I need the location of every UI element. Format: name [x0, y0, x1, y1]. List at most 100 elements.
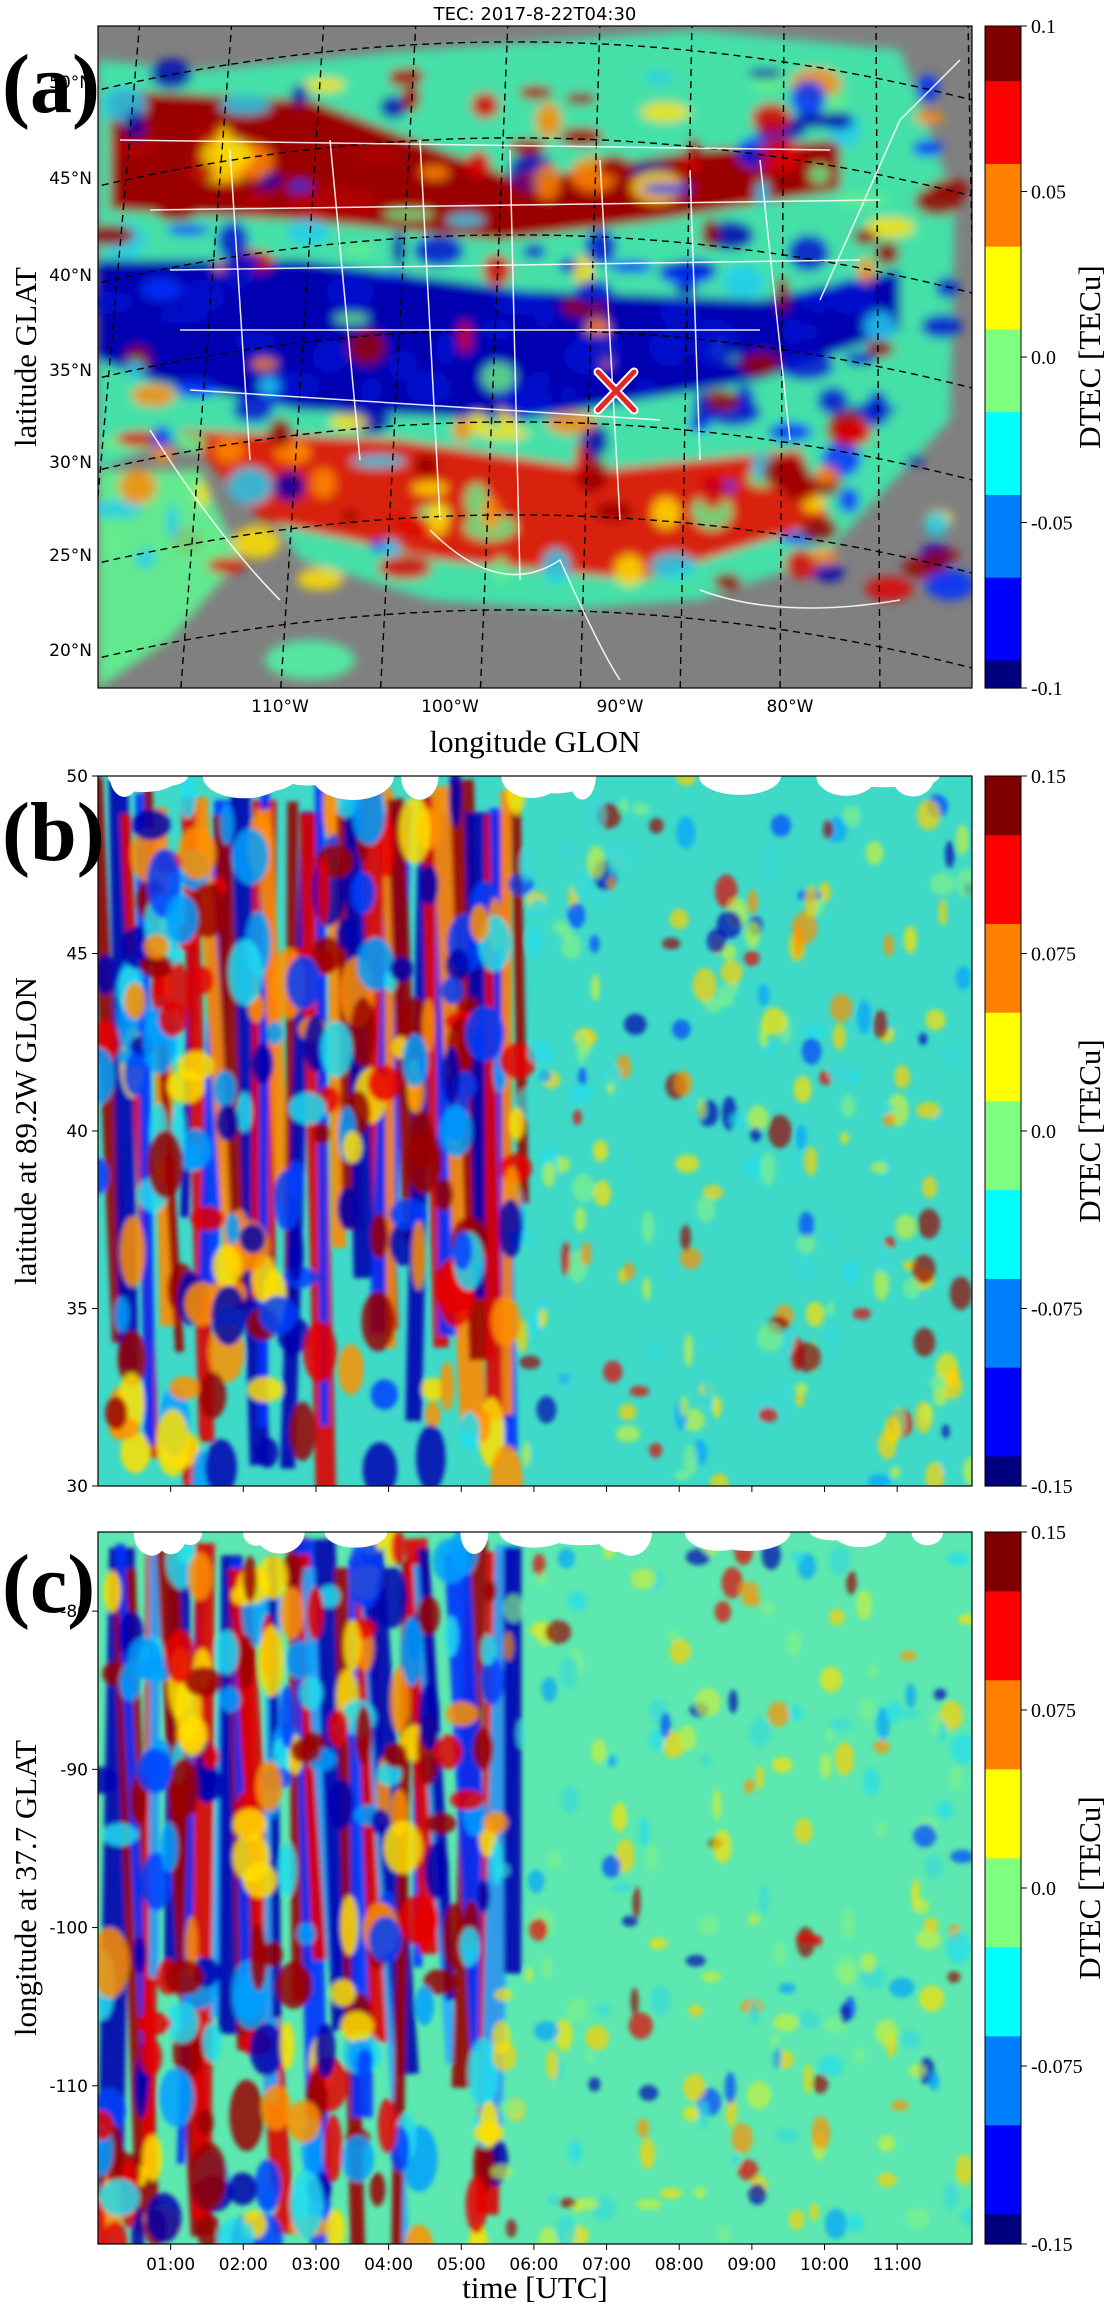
dtec-cell	[574, 1206, 587, 1232]
dtec-cell	[674, 281, 698, 295]
dtec-cell	[915, 1929, 941, 1950]
dtec-cell	[383, 208, 434, 220]
dtec-cell	[716, 910, 742, 939]
dtec-cell	[682, 2073, 706, 2102]
colorbar-segment	[985, 1012, 1021, 1043]
dtec-cell	[675, 1154, 700, 1173]
dtec-cell	[251, 357, 278, 371]
dtec-cell	[649, 552, 696, 579]
parallel-line	[98, 137, 972, 197]
dtec-cell	[757, 983, 770, 1007]
y-tick-label: -110	[49, 2077, 88, 2097]
dtec-cell	[172, 527, 223, 561]
dtec-cell	[530, 1309, 540, 1341]
dtec-cell	[822, 1228, 839, 1244]
colorbar-segment	[985, 384, 1021, 413]
colorbar-segment	[985, 2155, 1021, 2186]
dtec-cell	[924, 511, 950, 537]
dtec-cell	[614, 554, 644, 587]
nodata-gap	[312, 776, 394, 800]
dtec-cell	[480, 1634, 496, 1666]
panel-a-ylabel: latitude GLAT	[8, 267, 43, 447]
dtec-cell	[921, 314, 962, 339]
dtec-cell	[593, 1180, 612, 1207]
dtec-cell	[196, 2109, 214, 2136]
dtec-cell	[572, 1173, 595, 1203]
dtec-cell	[445, 948, 470, 982]
map-borders	[119, 59, 961, 681]
dtec-cell	[785, 549, 818, 579]
dtec-cell	[838, 487, 860, 514]
dtec-band	[180, 430, 830, 580]
dtec-cell	[145, 2192, 182, 2243]
dtec-cell	[585, 229, 617, 266]
parallel-line	[98, 514, 972, 574]
panel-c-nodata	[133, 1532, 944, 1556]
dtec-cell	[418, 1681, 440, 1751]
dtec-cell	[849, 1070, 859, 1085]
dtec-cell	[505, 2219, 517, 2238]
colorbar-tick-label: -0.075	[1031, 2056, 1083, 2078]
x-tick-label: 90°W	[597, 697, 644, 717]
dtec-cell	[811, 2116, 831, 2150]
nodata-gap	[833, 1532, 887, 1548]
dtec-cell	[631, 802, 650, 817]
colorbar-segment	[985, 1739, 1021, 1770]
dtec-cell	[825, 2208, 847, 2240]
dtec-cell	[256, 1437, 279, 1468]
dtec-cell	[925, 1461, 945, 1486]
dtec-cell	[445, 1701, 479, 1727]
dtec-cell	[371, 1808, 390, 1835]
panel-a-y-ticks: 20°N 25°N 30°N 35°N 40°N 45°N 50°N	[49, 73, 92, 661]
dtec-cell	[158, 308, 207, 324]
dtec-cell	[560, 127, 604, 147]
dtec-cell	[425, 1812, 457, 1834]
colorbar-segment	[985, 53, 1021, 82]
dtec-cell	[638, 1817, 650, 1847]
dtec-cell	[697, 1098, 707, 1120]
dtec-cell	[524, 1966, 534, 1983]
dtec-cell	[704, 1336, 728, 1350]
nodata-gap	[698, 776, 781, 795]
dtec-cell	[427, 501, 449, 536]
y-tick-label: 20°N	[49, 641, 92, 661]
dtec-cell	[541, 1677, 557, 1703]
nodata-gap	[816, 776, 877, 796]
dtec-cell	[673, 1469, 691, 1481]
dtec-cell	[370, 1212, 389, 1259]
dtec-cell	[367, 1064, 401, 1102]
dtec-cell	[873, 1267, 890, 1301]
dtec-cell	[709, 1473, 729, 1486]
dtec-cell	[124, 982, 146, 1020]
dtec-cell	[341, 2135, 375, 2182]
border-line	[419, 139, 441, 521]
dtec-cell	[98, 954, 116, 995]
dtec-cell	[929, 872, 956, 896]
colorbar-tick-label: 0.15	[1031, 1522, 1066, 1544]
dtec-cell	[304, 77, 346, 93]
colorbar-segment	[985, 776, 1021, 807]
colorbar-segment	[985, 81, 1021, 110]
dtec-cell	[589, 935, 600, 953]
dtec-cell	[139, 2038, 163, 2076]
y-tick-label: 45°N	[49, 169, 92, 189]
dtec-cell	[257, 1555, 288, 1600]
dtec-cell	[556, 1370, 574, 1392]
dtec-cell	[174, 379, 218, 398]
x-tick-label: 07:00	[582, 2255, 631, 2275]
dtec-cell	[465, 2176, 488, 2234]
dtec-cell	[254, 2159, 282, 2212]
dtec-cell	[105, 1396, 128, 1430]
dtec-cell	[903, 925, 918, 954]
dtec-cell	[758, 1884, 770, 1914]
colorbar-segment	[985, 1426, 1021, 1458]
dtec-cell	[822, 819, 834, 839]
colorbar-tick-label: -0.05	[1031, 513, 1073, 535]
x-tick-label: 09:00	[727, 2255, 776, 2275]
dtec-cell	[760, 1601, 776, 1617]
x-tick-label: 100°W	[421, 697, 479, 717]
panel-b-nodata	[107, 776, 940, 800]
dtec-cell	[665, 1262, 676, 1279]
colorbar-a: 0.1 0.05 0.0 -0.05 -0.1 DTEC [TECu]	[984, 16, 1107, 700]
dtec-cell	[747, 1105, 769, 1131]
